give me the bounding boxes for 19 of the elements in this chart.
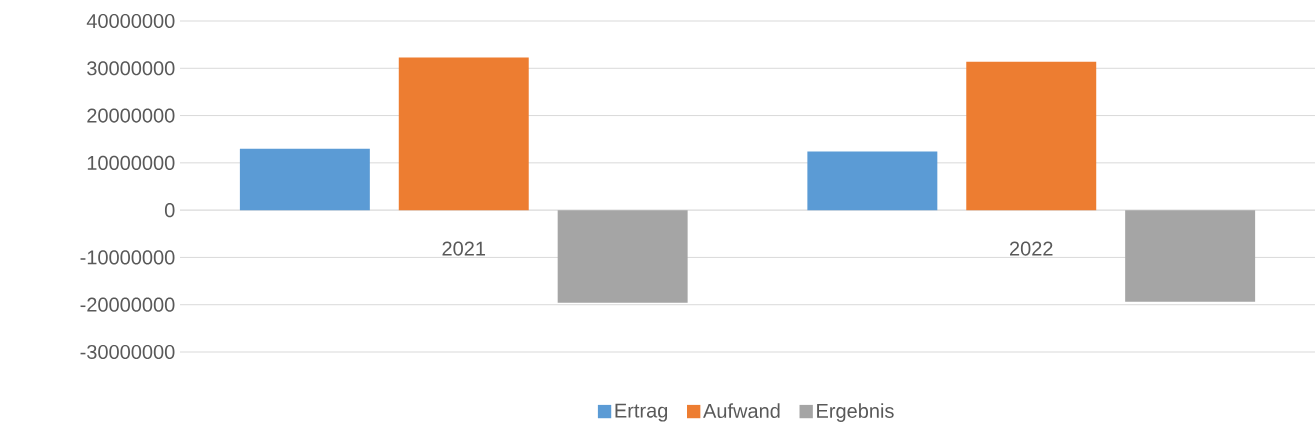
y-tick-label: 40000000	[86, 13, 175, 29]
legend-label: Ertrag	[615, 403, 668, 422]
legend-label: Aufwand	[703, 403, 780, 418]
y-tick-label: 30000000	[87, 61, 175, 76]
bar	[807, 151, 938, 211]
y-tick-label: 20000000	[87, 108, 175, 123]
y-tick-label: -30000000	[80, 344, 175, 360]
x-tick-label: 2021	[442, 241, 486, 256]
bar	[966, 61, 1097, 211]
bar	[239, 148, 370, 211]
y-tick-label: -10000000	[80, 250, 175, 265]
bar	[1125, 210, 1256, 302]
y-tick-label: 0	[164, 203, 175, 218]
bar	[398, 57, 529, 211]
y-tick-label: 10000000	[87, 155, 175, 170]
x-tick-label: 2022	[1010, 241, 1053, 256]
y-tick-label: -20000000	[80, 297, 175, 312]
legend-label: Ergebnis	[817, 403, 894, 422]
bar	[557, 210, 688, 303]
